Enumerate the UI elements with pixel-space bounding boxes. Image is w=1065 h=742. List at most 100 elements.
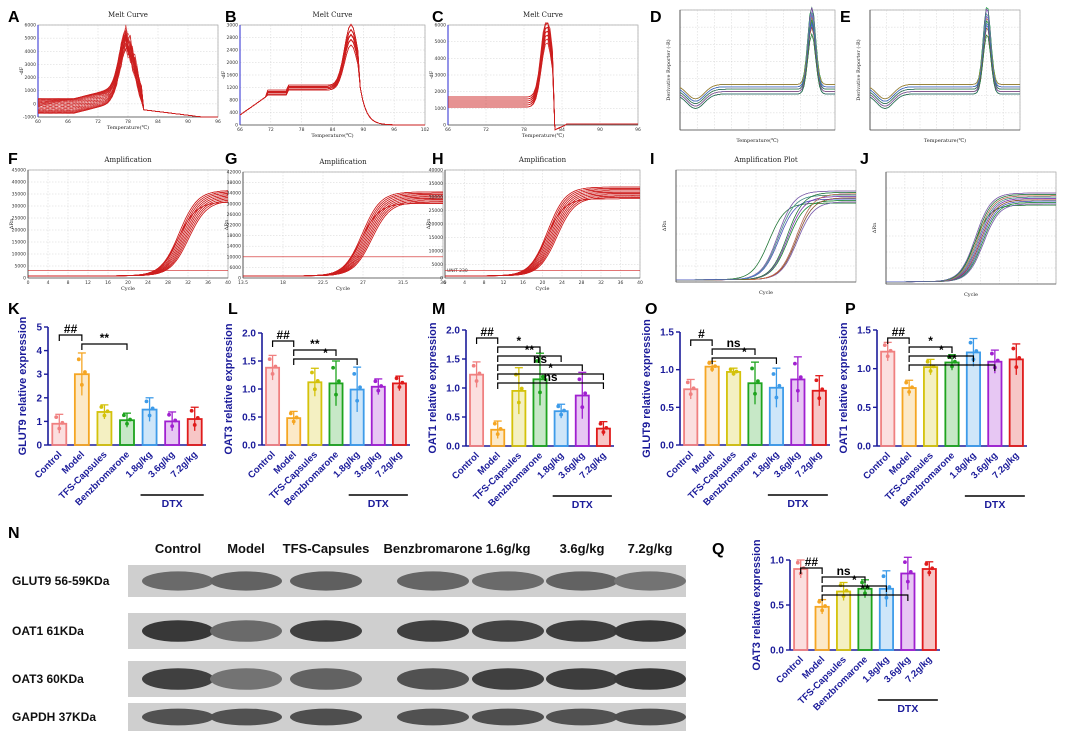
data-point — [713, 364, 717, 369]
data-point — [336, 379, 341, 384]
data-point — [394, 376, 399, 381]
bar — [987, 360, 1003, 447]
y-tick-label: 1.5 — [857, 326, 871, 337]
bar — [923, 366, 939, 447]
panel-label: C — [432, 9, 444, 26]
y-tick-label: 25000 — [429, 208, 443, 214]
group-label: DTX — [787, 498, 808, 510]
data-point — [291, 419, 296, 424]
y-axis-label: ΔRn — [662, 220, 668, 231]
significance-bracket — [81, 343, 128, 350]
x-tick-label: 96 — [215, 119, 221, 125]
x-tick-label: 72 — [268, 127, 274, 133]
y-tick-label: 2000 — [227, 60, 239, 66]
significance-label: * — [323, 346, 328, 360]
significance-bracket — [711, 348, 756, 355]
significance-label: ** — [525, 343, 535, 357]
y-tick-label: 6000 — [230, 265, 242, 271]
data-point — [795, 388, 800, 393]
data-point — [519, 386, 524, 391]
data-point — [930, 566, 935, 571]
group-label: DTX — [984, 499, 1005, 511]
data-point — [995, 358, 1000, 363]
x-tick-label: 72 — [95, 119, 101, 125]
data-point — [559, 412, 564, 417]
significance-bracket — [908, 346, 953, 353]
data-point — [1017, 355, 1022, 360]
x-axis-label: Cycle — [964, 292, 978, 298]
x-tick-label: 8 — [483, 280, 486, 286]
panel-o: O 0.0 0.5 1.0 1.5 GLUT9 relative expression Co… — [641, 301, 830, 510]
curve — [239, 38, 425, 126]
blot-band — [397, 668, 469, 690]
data-point — [105, 409, 110, 414]
blot-band — [142, 708, 214, 726]
data-point — [580, 405, 585, 410]
panel-label: D — [650, 9, 662, 26]
panel-label: G — [225, 151, 237, 168]
curve — [28, 190, 229, 277]
data-point — [538, 390, 542, 395]
data-point — [731, 371, 736, 376]
x-tick-label: 78 — [125, 119, 131, 125]
y-tick-label: 4000 — [25, 49, 37, 55]
data-point — [798, 375, 803, 380]
blot-band — [614, 571, 686, 591]
y-tick-label: 10000 — [227, 254, 241, 260]
y-tick-label: 1000 — [25, 88, 37, 94]
data-point — [147, 413, 152, 418]
panel-a: A Melt Curve 60 66 72 78 84 90 96 -1000 0 1000 2000 3… — [8, 9, 221, 131]
data-point — [144, 399, 149, 404]
significance-bracket — [690, 339, 713, 346]
y-tick-label: 5 — [36, 323, 42, 334]
data-point — [170, 424, 175, 429]
plot-area — [869, 9, 1021, 131]
data-point — [885, 354, 890, 359]
data-point — [753, 391, 757, 396]
y-tick-label: -1000 — [23, 115, 36, 121]
blot-column-label: 7.2g/kg — [628, 541, 673, 556]
data-point — [471, 363, 476, 368]
y-tick-label: 2.0 — [242, 329, 256, 340]
significance-bracket — [711, 357, 778, 364]
chart-title: Melt Curve — [313, 11, 353, 19]
data-point — [577, 377, 582, 382]
blot-band — [546, 620, 618, 642]
y-tick-label: 15000 — [429, 235, 443, 241]
bar — [793, 568, 809, 651]
x-axis-label: Cycle — [535, 286, 549, 292]
significance-bracket — [293, 349, 337, 356]
data-point — [315, 378, 320, 383]
data-point — [334, 392, 338, 397]
data-point — [540, 374, 545, 379]
data-point — [820, 387, 825, 392]
significance-bracket — [908, 364, 996, 371]
y-tick-label: 1.5 — [242, 357, 256, 368]
curve — [679, 19, 835, 104]
significance-label: # — [698, 327, 705, 341]
blot-band — [397, 571, 469, 591]
significance-label: ns — [544, 370, 558, 384]
significance-bracket — [497, 382, 605, 389]
x-axis-label: Cycle — [121, 286, 135, 292]
significance-label: * — [517, 334, 522, 348]
panel-label: B — [225, 9, 237, 26]
data-point — [903, 560, 907, 565]
blot-band — [290, 620, 362, 642]
x-tick-label: 96 — [635, 127, 641, 133]
data-point — [820, 608, 825, 613]
panel-b: B Melt Curve 66 72 78 84 90 96 102 0 400 800 1200 160… — [221, 9, 429, 139]
blot-band — [290, 668, 362, 690]
data-point — [904, 380, 909, 385]
y-tick-label: 30000 — [227, 201, 241, 207]
blot-band — [472, 620, 544, 642]
data-point — [844, 588, 849, 593]
chart-title: Amplification Plot — [733, 156, 798, 164]
bar — [921, 568, 937, 651]
data-point — [99, 405, 104, 409]
x-tick-label: 24 — [559, 280, 565, 286]
blot-band — [614, 668, 686, 690]
data-point — [150, 406, 155, 411]
data-point — [866, 586, 870, 590]
bar — [391, 382, 407, 446]
